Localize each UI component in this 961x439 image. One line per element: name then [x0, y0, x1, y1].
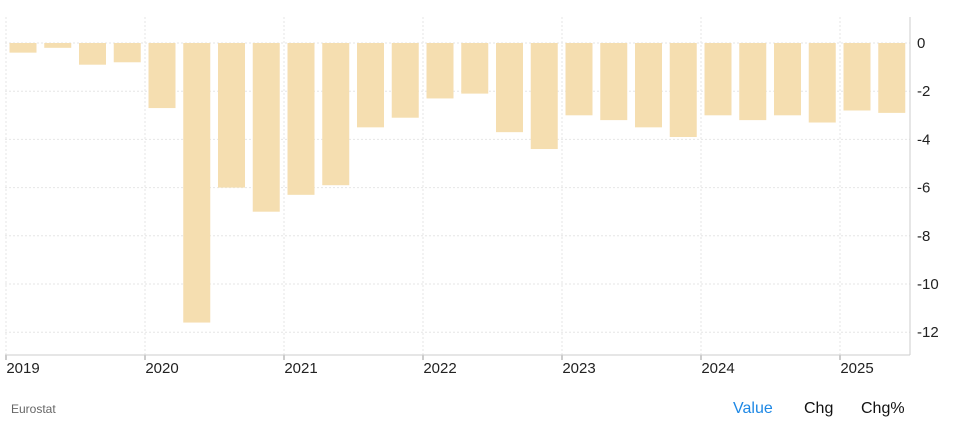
chart: 0 -2 -4 -6 -8 -10 -12 2019 2020 2021 2022 2023 2024 2… [5, 17, 939, 377]
y-tick-label: -2 [917, 83, 930, 100]
bar[interactable] [843, 43, 871, 111]
y-tick-label: -6 [917, 180, 930, 197]
bar[interactable] [461, 43, 489, 94]
view-tabs: Value Chg Chg% [0, 400, 961, 422]
bar[interactable] [391, 43, 419, 118]
x-tick-label: 2025 [840, 360, 873, 377]
bar[interactable] [530, 43, 558, 150]
bar[interactable] [669, 43, 697, 137]
y-tick-label: -4 [917, 131, 930, 148]
x-tick-label: 2023 [562, 360, 595, 377]
bar[interactable] [600, 43, 628, 121]
bar[interactable] [357, 43, 384, 128]
bar[interactable] [426, 43, 454, 99]
bars [9, 43, 906, 323]
tab-value[interactable]: Value [733, 400, 773, 417]
bar[interactable] [252, 43, 280, 212]
x-tick-label: 2021 [284, 360, 317, 377]
bar[interactable] [113, 43, 141, 63]
bar[interactable] [44, 43, 72, 48]
source-label: Eurostat [11, 402, 56, 416]
bar[interactable] [496, 43, 523, 133]
bar[interactable] [183, 43, 211, 323]
grid-lines [5, 17, 910, 355]
bar[interactable] [878, 43, 906, 113]
bar[interactable] [808, 43, 836, 123]
y-tick-label: -10 [917, 276, 939, 293]
tab-chg-percent[interactable]: Chg% [861, 400, 905, 417]
bar[interactable] [565, 43, 593, 116]
x-tick-label: 2022 [423, 360, 456, 377]
x-tick-label: 2019 [6, 360, 39, 377]
bar[interactable] [79, 43, 106, 65]
bar[interactable] [704, 43, 732, 116]
bar[interactable] [148, 43, 176, 109]
y-tick-label: -8 [917, 228, 930, 245]
y-tick-label: 0 [917, 35, 925, 52]
bar[interactable] [218, 43, 245, 188]
bar[interactable] [9, 43, 37, 53]
bar[interactable] [322, 43, 350, 186]
bar[interactable] [739, 43, 767, 121]
axes: 0 -2 -4 -6 -8 -10 -12 2019 2020 2021 2022 2023 2024 2… [5, 17, 939, 377]
bar[interactable] [774, 43, 801, 116]
tab-chg[interactable]: Chg [804, 400, 834, 417]
x-tick-label: 2024 [701, 360, 734, 377]
x-tick-label: 2020 [145, 360, 178, 377]
bar[interactable] [287, 43, 315, 195]
bar[interactable] [635, 43, 662, 128]
y-tick-label: -12 [917, 324, 939, 341]
